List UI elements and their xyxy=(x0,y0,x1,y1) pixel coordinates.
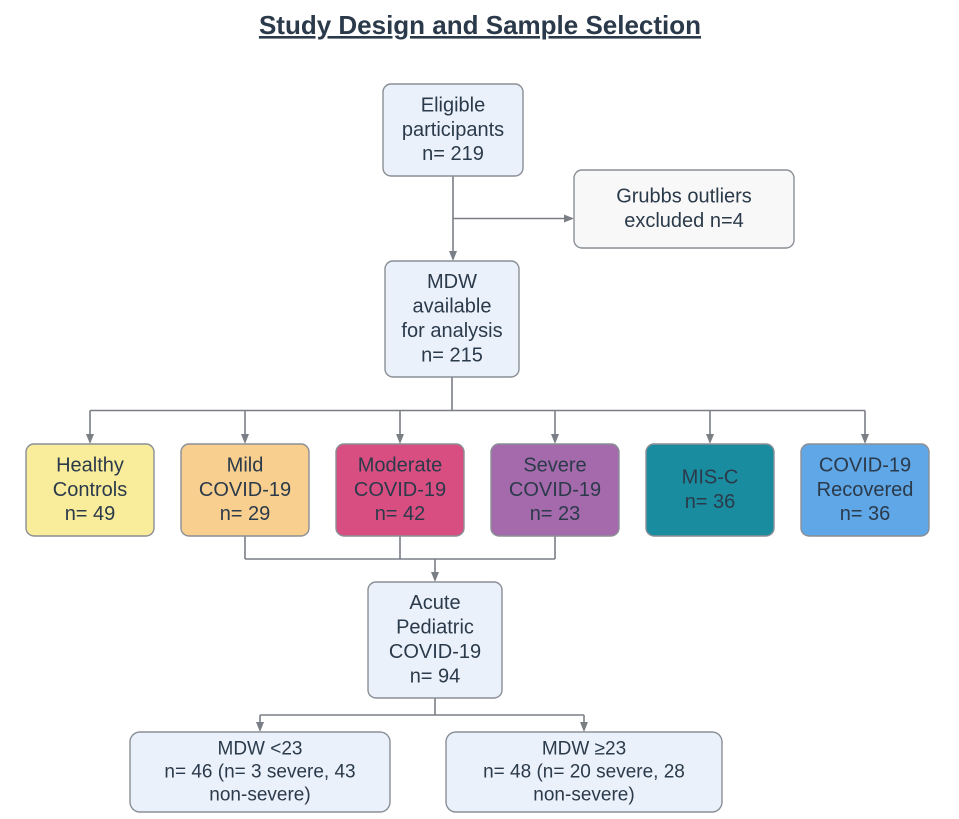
node-eligible-line2: n= 219 xyxy=(422,143,484,165)
node-mdw_ge-line0: MDW ≥23 xyxy=(542,738,626,759)
node-acute-line1: Pediatric xyxy=(396,617,474,639)
page-title: Study Design and Sample Selection xyxy=(259,10,701,40)
node-acute-line0: Acute xyxy=(409,592,460,614)
node-mdw-line0: MDW xyxy=(427,271,477,293)
node-acute-line2: COVID-19 xyxy=(389,641,481,663)
node-severe-line0: Severe xyxy=(523,454,586,476)
node-healthy-line2: n= 49 xyxy=(65,503,116,525)
node-acute: Acute PediatricCOVID-19n= 94 xyxy=(368,582,502,698)
node-mdw-line3: n= 215 xyxy=(421,344,483,366)
node-mdw: MDW availablefor analysisn= 215 xyxy=(385,261,519,377)
node-severe-line1: COVID-19 xyxy=(509,479,601,501)
node-mdw_lt-line1: n= 46 (n= 3 severe, 43 xyxy=(164,762,355,783)
node-mild-line2: n= 29 xyxy=(220,503,271,525)
node-grubbs-line1: excluded n=4 xyxy=(624,210,744,232)
node-mild: Mild COVID-19n= 29 xyxy=(181,444,309,536)
node-severe: Severe COVID-19n= 23 xyxy=(491,444,619,536)
node-grubbs: Grubbs outliersexcluded n=4 xyxy=(574,170,794,248)
node-recovered: COVID-19 Recoveredn= 36 xyxy=(801,444,929,536)
node-moderate: Moderate COVID-19n= 42 xyxy=(336,444,464,536)
node-severe-line2: n= 23 xyxy=(530,503,581,525)
node-healthy-line0: Healthy xyxy=(56,454,124,476)
node-healthy-line1: Controls xyxy=(53,479,127,501)
node-moderate-line2: n= 42 xyxy=(375,503,426,525)
node-mdw-line2: for analysis xyxy=(401,320,502,342)
flowchart-nodes: Eligible participantsn= 219 Grubbs outlier… xyxy=(26,84,929,812)
node-eligible-line1: participants xyxy=(402,119,504,141)
node-mdw_lt: MDW <23 n= 46 (n= 3 severe, 43non-severe) xyxy=(130,732,390,812)
node-mild-line1: COVID-19 xyxy=(199,479,291,501)
node-mdw_ge-line2: non-severe) xyxy=(533,785,634,806)
node-healthy: Healthy Controlsn= 49 xyxy=(26,444,154,536)
node-moderate-line1: COVID-19 xyxy=(354,479,446,501)
node-misc-line1: n= 36 xyxy=(685,491,736,513)
node-recovered-line2: n= 36 xyxy=(840,503,891,525)
node-mdw_lt-line2: non-severe) xyxy=(209,785,310,806)
node-mdw-line1: available xyxy=(413,296,492,318)
node-mdw_ge-line1: n= 48 (n= 20 severe, 28 xyxy=(483,762,685,783)
node-eligible: Eligible participantsn= 219 xyxy=(383,84,523,176)
node-mdw_ge: MDW ≥23 n= 48 (n= 20 severe, 28non-severe… xyxy=(446,732,722,812)
node-misc: MIS-Cn= 36 xyxy=(646,444,774,536)
node-recovered-line0: COVID-19 xyxy=(819,454,911,476)
node-mdw_lt-line0: MDW <23 xyxy=(218,738,303,759)
node-mild-line0: Mild xyxy=(227,454,264,476)
node-moderate-line0: Moderate xyxy=(358,454,443,476)
node-misc-line0: MIS-C xyxy=(682,467,739,489)
node-grubbs-line0: Grubbs outliers xyxy=(616,186,752,208)
node-eligible-line0: Eligible xyxy=(421,94,485,116)
node-recovered-line1: Recovered xyxy=(817,479,914,501)
node-acute-line3: n= 94 xyxy=(410,665,461,687)
